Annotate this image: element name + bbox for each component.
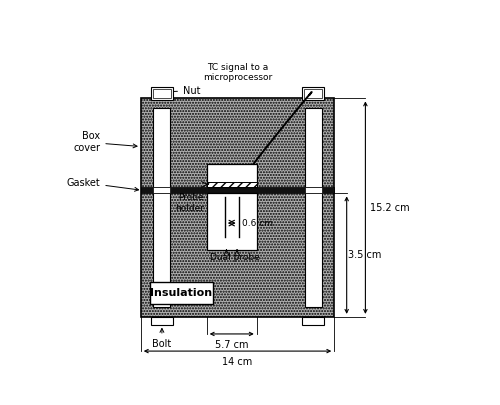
- Text: 0.6 cm: 0.6 cm: [242, 219, 272, 228]
- Bar: [304, 89, 322, 98]
- Text: Probe
holder: Probe holder: [174, 193, 204, 213]
- Text: Bolt: Bolt: [152, 328, 172, 349]
- Bar: [207, 181, 256, 187]
- Bar: [207, 164, 256, 187]
- Bar: [302, 87, 324, 100]
- Text: 5.7 cm: 5.7 cm: [215, 339, 248, 350]
- Text: 15.2 cm: 15.2 cm: [370, 202, 410, 213]
- Bar: [141, 187, 334, 194]
- Text: 3.5 cm: 3.5 cm: [348, 250, 382, 260]
- Bar: [154, 108, 170, 307]
- Text: Box
cover: Box cover: [74, 131, 137, 153]
- Bar: [302, 317, 324, 324]
- Bar: [304, 108, 322, 307]
- Bar: [207, 194, 256, 249]
- Bar: [151, 87, 173, 100]
- Text: Gasket: Gasket: [66, 177, 138, 191]
- Text: TC signal to a
microprocessor: TC signal to a microprocessor: [203, 63, 272, 82]
- Text: 14 cm: 14 cm: [222, 357, 252, 367]
- Text: Insulation: Insulation: [150, 288, 212, 298]
- Bar: [152, 89, 171, 98]
- Text: Dual probe: Dual probe: [210, 253, 260, 262]
- Bar: [304, 187, 322, 194]
- Bar: [150, 283, 212, 304]
- Text: Nut: Nut: [168, 85, 200, 96]
- Bar: [151, 317, 173, 324]
- Bar: [141, 98, 334, 317]
- Bar: [154, 187, 170, 194]
